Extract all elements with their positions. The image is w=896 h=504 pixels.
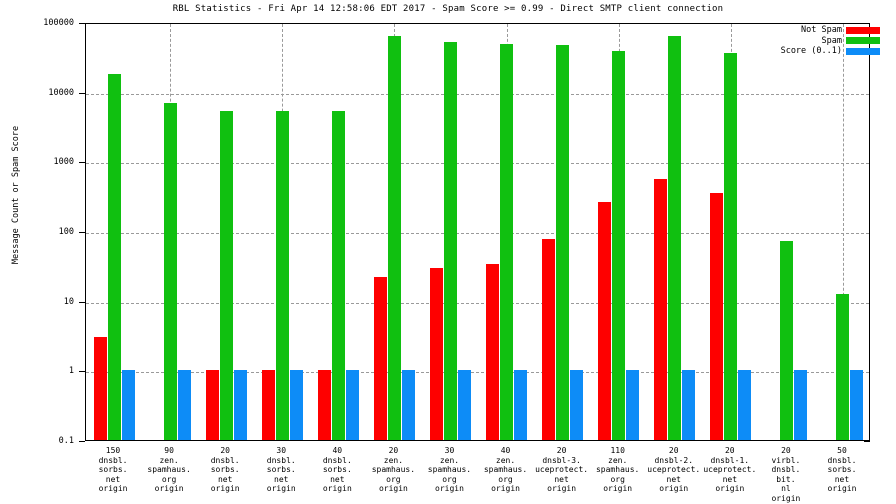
y-axis-label: 10 <box>63 296 74 307</box>
legend-item: Not Spam <box>781 25 880 36</box>
bar-not-spam <box>93 337 107 440</box>
bar-score <box>514 370 528 440</box>
bar-spam <box>612 51 626 440</box>
y-axis-tick <box>79 162 85 164</box>
x-axis-label: 20 virbl. dnsbl. bit. nl origin <box>771 446 801 503</box>
y-axis-tick <box>79 441 85 442</box>
bar-spam <box>668 36 682 440</box>
chart-legend: Not Spam Spam Score (0..1) <box>781 25 880 57</box>
bar-not-spam <box>654 179 668 440</box>
gridline-vertical <box>842 24 844 440</box>
bar-spam <box>443 41 457 440</box>
bar-not-spam <box>542 238 556 440</box>
bar-not-spam <box>261 370 275 440</box>
y-axis-tick <box>79 232 85 233</box>
plot-area <box>85 23 870 441</box>
bar-score <box>233 370 247 440</box>
bar-not-spam <box>486 263 500 440</box>
y-axis-label: 100 <box>58 227 74 237</box>
gridline-horizontal <box>86 93 869 95</box>
bar-score <box>401 370 415 440</box>
bar-score <box>738 370 752 440</box>
y-axis-label: 10000 <box>48 87 74 98</box>
y-axis-label: 100000 <box>43 18 74 28</box>
bar-spam <box>163 103 177 440</box>
bar-not-spam <box>429 268 443 440</box>
bar-spam <box>275 111 289 440</box>
bar-score <box>289 370 303 440</box>
bar-spam <box>780 240 794 440</box>
bar-not-spam <box>710 193 724 440</box>
y-axis-label: 1000 <box>53 157 74 168</box>
x-axis-label: 150 dnsbl. sorbs. net origin <box>98 446 128 494</box>
bar-spam <box>724 52 738 440</box>
y-axis-tick <box>79 92 85 94</box>
x-axis-label: 20 dnsbl-3. uceprotect. net origin <box>535 446 589 494</box>
x-axis-label: 30 dnsbl. sorbs. net origin <box>266 446 296 494</box>
y-axis-tick <box>79 301 85 303</box>
bar-spam <box>331 111 345 440</box>
bar-score <box>177 370 191 440</box>
x-axis-label: 20 zen. spamhaus. org origin <box>371 446 416 494</box>
gridline-horizontal <box>86 233 869 234</box>
x-axis-label: 20 dnsbl-1. uceprotect. net origin <box>703 446 757 494</box>
y-axis-label: 1 <box>68 366 74 377</box>
bar-spam <box>107 73 121 440</box>
x-axis-label: 20 dnsbl-2. uceprotect. net origin <box>647 446 701 494</box>
legend-swatch <box>846 26 880 34</box>
bar-score <box>457 370 471 440</box>
y-axis-tick-right <box>864 441 870 442</box>
bar-spam <box>556 44 570 440</box>
bar-score <box>345 370 359 440</box>
legend-label: Spam <box>821 35 842 46</box>
legend-item: Spam <box>781 36 880 47</box>
y-axis-title: Message Count or Spam Score <box>11 125 21 265</box>
gridline-horizontal <box>86 302 869 304</box>
x-axis-label: 110 zen. spamhaus. org origin <box>595 446 640 494</box>
y-axis-label: 0.1 <box>58 436 74 446</box>
y-axis-tick <box>79 23 85 24</box>
bar-not-spam <box>598 202 612 440</box>
legend-swatch <box>846 47 880 55</box>
legend-item: Score (0..1) <box>781 46 880 57</box>
x-axis-label: 40 zen. spamhaus. org origin <box>483 446 528 494</box>
chart-title: RBL Statistics - Fri Apr 14 12:58:06 EDT… <box>172 4 724 14</box>
gridline-horizontal <box>86 372 869 374</box>
bar-spam <box>836 293 850 440</box>
bar-score <box>121 370 135 440</box>
bar-not-spam <box>205 370 219 440</box>
gridline-horizontal <box>86 163 869 165</box>
bar-not-spam <box>317 370 331 440</box>
y-axis-tick <box>79 371 85 373</box>
x-axis-label: 90 zen. spamhaus. org origin <box>147 446 191 494</box>
bar-score <box>570 370 584 440</box>
bar-spam <box>500 43 514 440</box>
bar-score <box>682 370 696 440</box>
bar-spam <box>219 111 233 440</box>
bar-score <box>794 370 808 440</box>
bar-not-spam <box>373 276 387 440</box>
x-axis-label: 30 zen. spamhaus. org origin <box>427 446 472 494</box>
legend-label: Not Spam <box>801 25 842 35</box>
bar-spam <box>387 35 401 440</box>
x-axis-label: 20 dnsbl. sorbs. net origin <box>210 446 240 494</box>
bar-score <box>850 370 864 440</box>
bar-score <box>626 370 640 440</box>
legend-label: Score (0..1) <box>780 46 842 56</box>
x-axis-label: 40 dnsbl. sorbs. net origin <box>322 446 352 494</box>
legend-swatch <box>846 37 880 45</box>
x-axis-label: 50 dnsbl. sorbs. net origin <box>827 446 857 494</box>
